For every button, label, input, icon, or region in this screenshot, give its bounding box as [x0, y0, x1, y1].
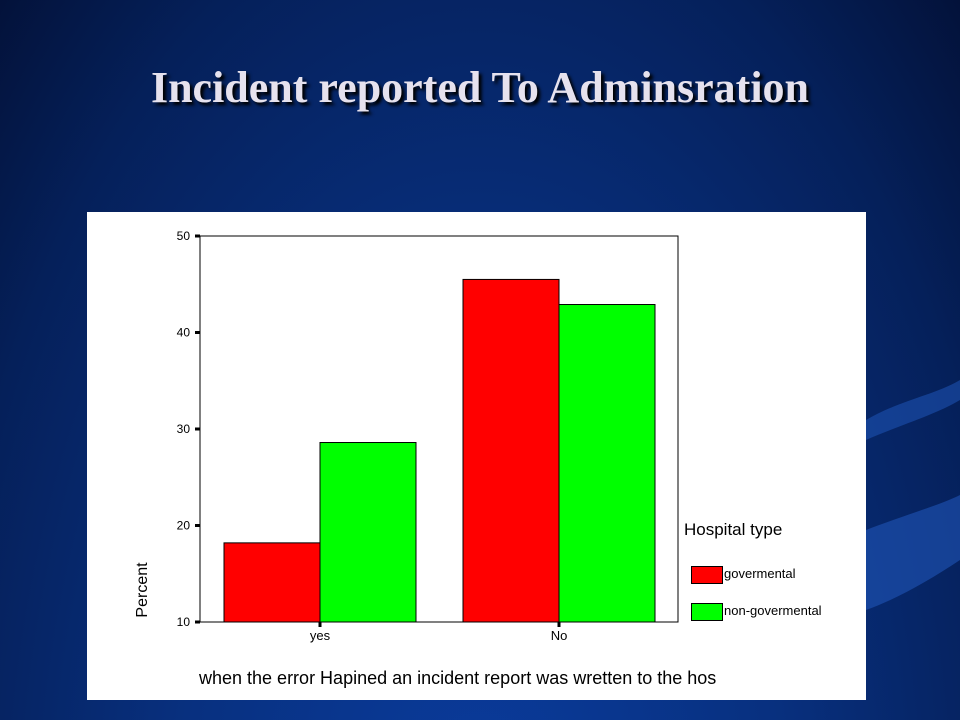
legend-swatch-govermental — [691, 566, 723, 584]
bar-govermental-yes — [223, 542, 321, 623]
bar-govermental-No — [462, 278, 560, 623]
slide-title: Incident reported To Adminsration — [150, 63, 810, 112]
bar-non-govermental-No — [558, 304, 656, 623]
y-tick-label: 30 — [177, 422, 191, 436]
y-axis-title: Percent — [134, 562, 151, 618]
legend-label-govermental: govermental — [724, 566, 796, 581]
bar-non-govermental-yes — [319, 442, 417, 623]
y-tick-label: 50 — [177, 229, 191, 243]
y-tick-label: 40 — [177, 326, 191, 340]
x-tick-label-yes: yes — [310, 628, 331, 643]
bar-chart: 10 20 30 40 50 yes No — [177, 229, 679, 643]
legend-swatch-non-govermental — [691, 603, 723, 621]
legend-label-non-govermental: non-govermental — [724, 603, 822, 618]
x-axis-title: when the error Hapined an incident repor… — [199, 668, 717, 688]
legend-title: Hospital type — [684, 520, 783, 539]
y-tick-label: 10 — [177, 615, 191, 629]
chart-panel: 10 20 30 40 50 yes No Percent when the error … — [87, 212, 866, 700]
y-tick-label: 20 — [177, 519, 191, 533]
x-tick-label-No: No — [551, 628, 568, 643]
